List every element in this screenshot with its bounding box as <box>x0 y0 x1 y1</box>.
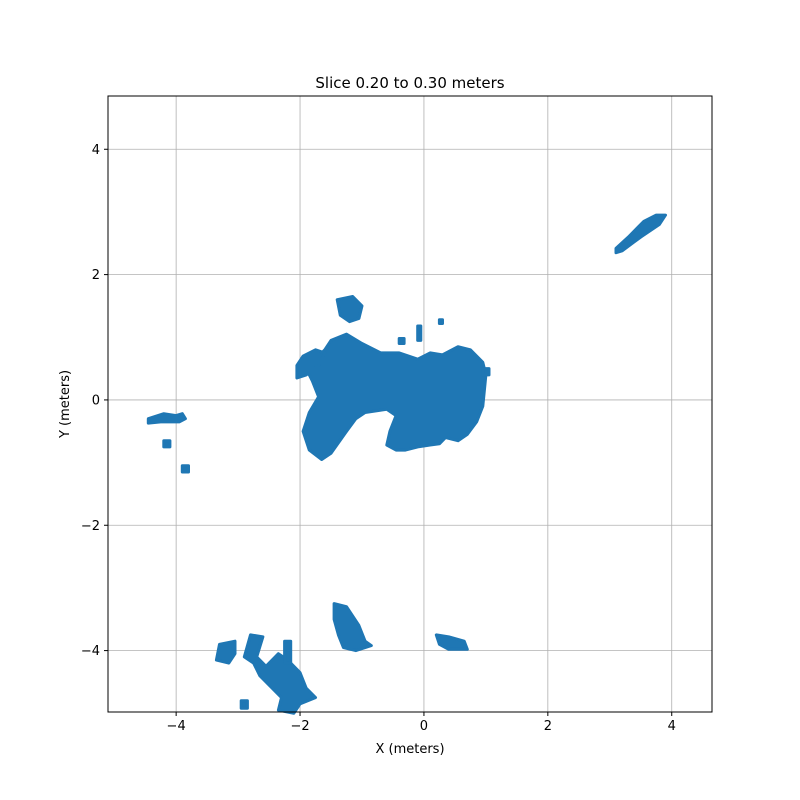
cluster-west-dot-1 <box>162 439 172 449</box>
cluster-southwest-cluster-b <box>242 633 317 715</box>
cluster-upper-blob <box>335 295 364 324</box>
cluster-west-streak <box>146 412 187 425</box>
cluster-southwest-dot <box>239 699 249 710</box>
y-tick-label: 4 <box>92 143 100 158</box>
cluster-west-dot-2 <box>180 464 190 474</box>
cluster-southwest-cluster-a <box>214 639 237 665</box>
cluster-southwest-stem <box>283 639 293 665</box>
x-tick-label: 4 <box>668 719 676 734</box>
y-tick-label: −2 <box>81 519 100 534</box>
cluster-south-right-blob <box>434 633 469 651</box>
y-tick-label: −4 <box>81 644 100 659</box>
y-tick-label: 2 <box>92 268 100 283</box>
x-tick-label: 2 <box>544 719 552 734</box>
cluster-central-mass <box>301 332 488 461</box>
cluster-south-center-blob <box>332 602 373 653</box>
x-tick-label: −4 <box>167 719 186 734</box>
point-clusters <box>146 213 667 715</box>
cluster-left-arm <box>295 348 327 380</box>
axis-ticks: −4 −2 0 2 4 −4 −2 0 2 4 <box>81 143 676 734</box>
cluster-small-right-1 <box>481 367 491 377</box>
y-axis-label: Y (meters) <box>58 370 73 439</box>
x-tick-label: 0 <box>420 719 428 734</box>
grid-lines <box>108 96 712 712</box>
cluster-small-top-1 <box>416 324 423 342</box>
cluster-small-top-2 <box>437 318 444 325</box>
x-tick-label: −2 <box>290 719 309 734</box>
x-axis-label: X (meters) <box>375 742 444 757</box>
cluster-northeast-streak <box>614 213 667 255</box>
chart-title: Slice 0.20 to 0.30 meters <box>315 74 504 92</box>
plot-frame <box>107 95 713 713</box>
cluster-small-top-3 <box>397 337 406 345</box>
y-tick-label: 0 <box>92 393 100 408</box>
